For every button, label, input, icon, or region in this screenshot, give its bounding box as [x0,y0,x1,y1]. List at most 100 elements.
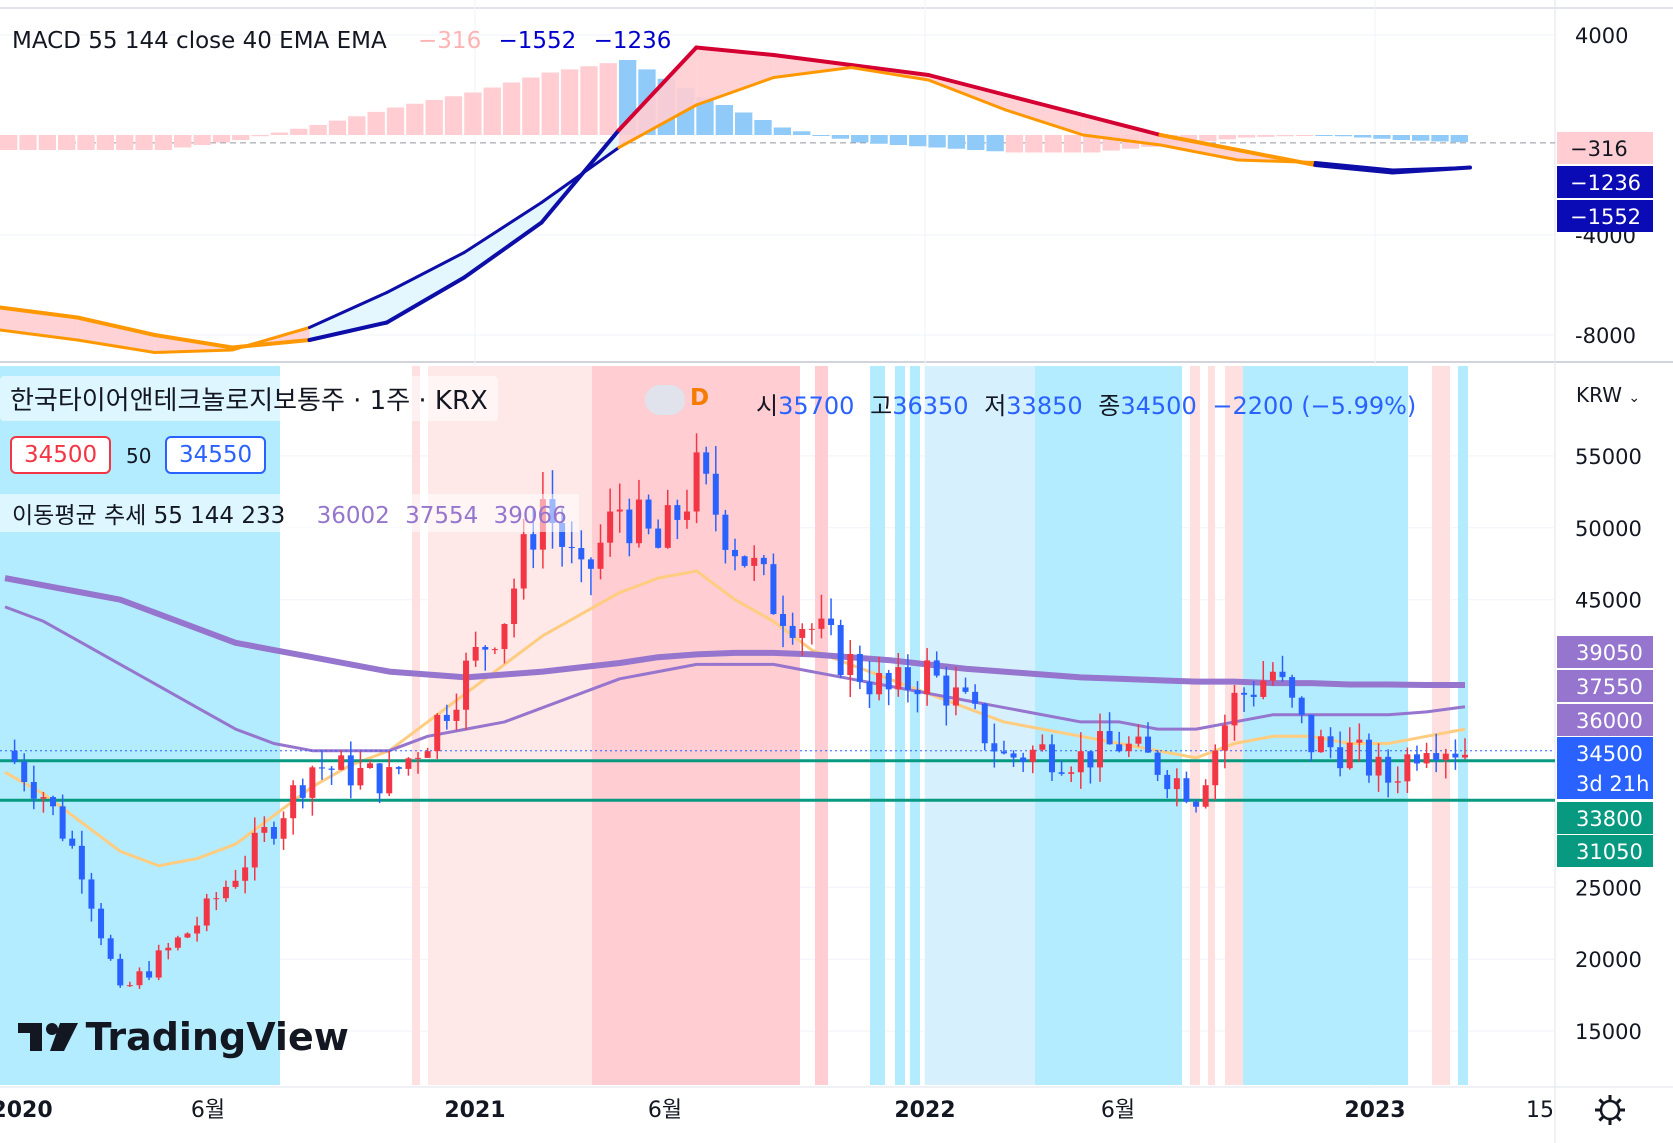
candle-body [1048,744,1055,773]
candle-body [616,509,623,512]
candle-body [645,499,652,529]
macd-signal-line [617,103,698,149]
macd-signal-line [1236,158,1317,164]
price-tag [1557,670,1653,702]
candle-body [914,689,921,695]
candle-body [1183,778,1190,802]
currency-selector[interactable]: KRW ⌄ [1576,383,1641,407]
macd-histogram-bar [1392,135,1410,140]
candle-body [568,546,575,549]
candle-body [683,511,690,520]
macd-histogram-bar [96,135,115,150]
candle-body [1077,751,1084,773]
macd-histogram-bar [1025,135,1043,153]
price-axis-tick: 45000 [1575,589,1642,613]
price-tag [1557,737,1653,799]
bid-button[interactable]: 34500 [10,436,112,474]
candle-body [1212,750,1219,786]
candle-body [559,523,566,547]
candle-body [856,653,863,682]
macd-histogram-bar [851,135,869,143]
candle-body [972,691,979,704]
macd-histogram-bar [967,135,985,150]
candle-body [357,767,364,786]
background-band [1432,366,1450,1085]
ask-button[interactable]: 34550 [165,436,267,474]
candle-body [424,751,431,758]
candle-body [88,879,95,909]
candle-body [770,564,777,615]
countdown-label: 3d 21h [1576,772,1649,796]
ma-legend-value: 36002 [316,503,390,529]
macd-line [307,320,389,342]
macd-fill-segment [773,55,852,78]
candle-body [78,845,85,880]
candle-body [751,557,758,566]
macd-histogram-bar [889,135,908,145]
macd-signal-line [849,66,930,82]
candle-body [693,452,700,512]
macd-histogram-bar [290,128,308,135]
macd-histogram-bar [1276,135,1294,137]
macd-histogram-bar [1411,135,1430,141]
candle-body [674,505,681,520]
candle-body [799,629,806,638]
macd-price-tag [1557,132,1653,164]
interval-badge[interactable]: D [690,385,710,411]
macd-line [0,305,80,320]
eye-toggle-pill[interactable] [645,385,685,415]
candle-body [1260,680,1267,697]
macd-histogram-bar [870,135,888,144]
macd-fill-segment [386,252,465,323]
macd-histogram-bar [309,125,327,135]
background-band [0,366,280,1085]
macd-histogram-bar [928,135,946,148]
background-band [428,366,592,1085]
macd-histogram-bar [270,132,289,135]
candle-body [732,549,738,557]
candle-body [165,947,172,951]
candle-body [136,971,143,986]
macd-histogram-bar [328,120,347,135]
candle-body [703,452,710,474]
candle-body [1116,744,1123,752]
tradingview-logo: TradingView [16,1015,349,1059]
ma-line-233 [4,575,1465,689]
candle-body [290,785,297,819]
macd-histogram-bar [909,135,927,147]
candle-body [741,556,748,566]
macd-line [694,45,776,57]
tradingview-logo-icon [18,1023,78,1051]
candle-body [876,672,883,695]
candle-body [981,703,988,744]
macd-histogram-bar [502,82,521,135]
ma-legend-value: 39066 [493,503,567,529]
macd-signal-line [307,291,389,329]
gear-tooth [1598,1116,1604,1122]
candle-body [1433,753,1440,761]
candle-body [1279,671,1286,678]
candle-body [338,755,345,770]
candle-body [1193,801,1200,807]
candle-body [1404,754,1411,782]
candle-body [194,925,201,934]
macd-histogram-bar [406,103,424,135]
symbol-title[interactable]: 한국타이어앤테크놀로지보통주 · 1주 · KRX [10,386,488,416]
candle-body [520,534,527,589]
candle-body [530,534,537,550]
ohlc-readout: 시35700 고36350 저33850 종34500 −2200 (−5.99… [756,392,1417,420]
candle-body [395,767,402,769]
macd-value: −316 [418,28,482,54]
macd-histogram-bar [1199,135,1217,142]
settings-gear-icon[interactable] [1595,1095,1625,1125]
candle-body [232,880,239,887]
candle-body [1058,772,1065,774]
macd-histogram-bar [1063,135,1082,153]
candle-body [962,687,969,692]
candle-body [242,867,249,881]
macd-signal-line [75,338,157,354]
price-tag [1557,636,1653,668]
price-tag-label: 37550 [1576,675,1643,699]
macd-fill-segment [696,47,774,105]
candle-body [1097,731,1103,768]
